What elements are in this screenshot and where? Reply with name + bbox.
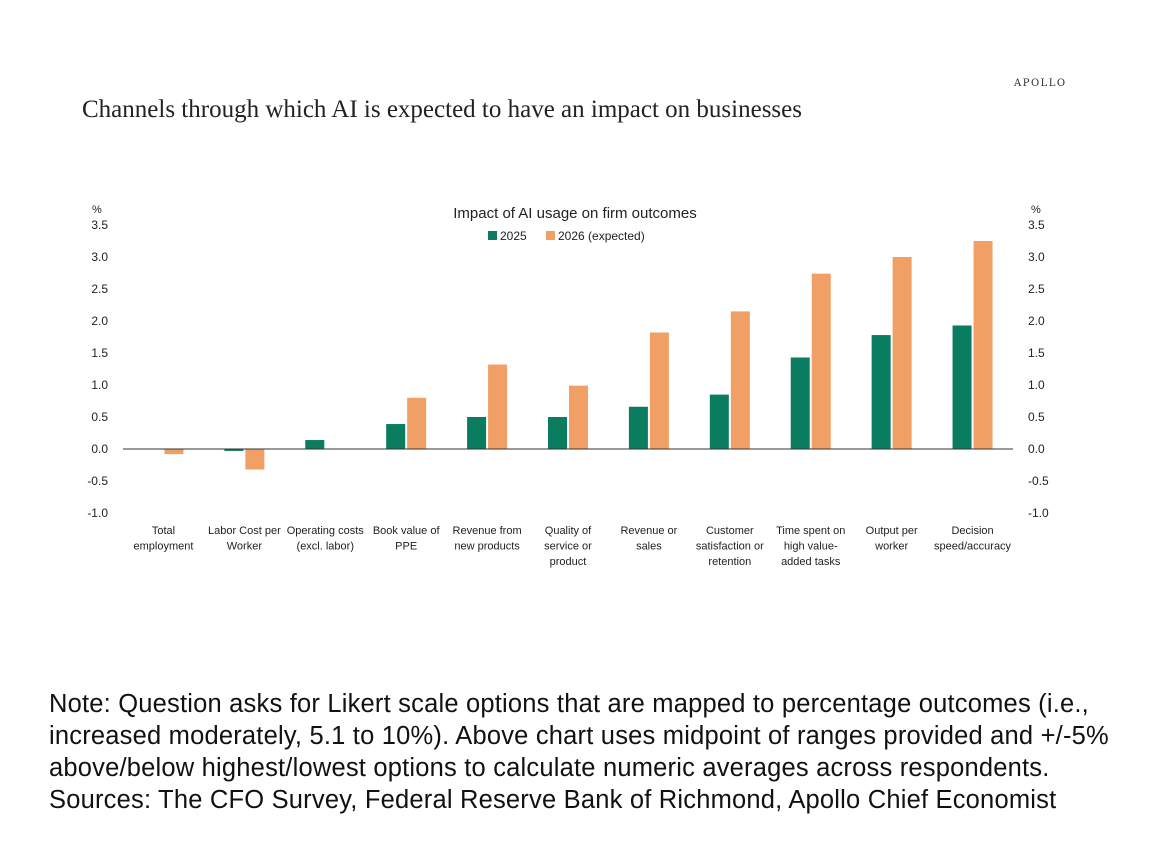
bar-2026-8 (811, 273, 831, 449)
y-tick-label-left: 1.0 (91, 378, 108, 392)
x-tick-label: Quality of service or product (544, 525, 592, 568)
x-tick-label: Operating costs (excl. labor) (287, 525, 365, 553)
x-tick-label: Decision speed/accuracy (934, 525, 1012, 553)
y-tick-label-left: 2.0 (91, 314, 108, 328)
chart-title: Impact of AI usage on firm outcomes (453, 205, 696, 222)
footnote: Note: Question asks for Likert scale opt… (49, 690, 1109, 814)
y-tick-label-left: -0.5 (87, 474, 108, 488)
legend-label-0: 2025 (500, 229, 527, 243)
bar-2026-6 (649, 332, 669, 449)
bar-2026-1 (245, 449, 265, 470)
x-tick-label: Labor Cost per Worker (208, 525, 281, 553)
y-tick-label-right: 1.5 (1028, 346, 1045, 360)
bars-group (164, 241, 993, 470)
y-tick-label-right: 1.0 (1028, 378, 1045, 392)
y-tick-label-right: 3.0 (1028, 250, 1045, 264)
bar-2026-7 (730, 311, 750, 449)
bar-chart: Impact of AI usage on firm outcomes % % … (87, 204, 1049, 568)
y-tick-label-left: 3.5 (91, 218, 108, 232)
bar-2025-10 (952, 325, 972, 449)
legend-swatch-1 (546, 231, 555, 240)
y-axis-unit-left: % (92, 204, 102, 216)
y-axis-left: -1.0 -0.5 0.0 0.5 1.0 1.5 2.0 2.5 3.0 3.5 (87, 218, 108, 520)
y-tick-label-right: 2.0 (1028, 314, 1045, 328)
bar-2026-9 (892, 257, 912, 449)
y-axis-unit-right: % (1031, 204, 1041, 216)
bar-2026-10 (973, 241, 993, 449)
x-tick-label: Output per worker (866, 525, 918, 553)
legend-label-1: 2026 (expected) (558, 229, 645, 243)
x-tick-label: Total employment (133, 525, 193, 553)
bar-2026-5 (569, 385, 588, 449)
y-tick-label-right: 0.5 (1028, 410, 1045, 424)
y-tick-label-right: 3.5 (1028, 218, 1045, 232)
y-tick-label-left: 0.0 (91, 442, 108, 456)
brand-logo: APOLLO (1014, 78, 1067, 89)
x-tick-label: Book value of PPE (373, 525, 441, 553)
bar-2025-3 (386, 424, 406, 449)
y-axis-right: -1.0 -0.5 0.0 0.5 1.0 1.5 2.0 2.5 3.0 3.5 (1028, 218, 1049, 520)
y-tick-label-right: -0.5 (1028, 474, 1049, 488)
x-axis-labels: Total employment Labor Cost per WorkerOpera… (133, 525, 1011, 568)
y-tick-label-left: 3.0 (91, 250, 108, 264)
x-tick-label: Customer satisfaction or retention (696, 525, 764, 568)
y-tick-label-left: -1.0 (87, 506, 108, 520)
bar-2025-7 (709, 394, 729, 449)
bar-2026-3 (407, 397, 427, 449)
bar-2025-6 (628, 406, 648, 449)
bar-2025-9 (871, 335, 891, 449)
y-tick-label-left: 1.5 (91, 346, 108, 360)
y-tick-label-right: -1.0 (1028, 506, 1049, 520)
bar-2025-4 (467, 417, 487, 449)
bar-2025-2 (305, 440, 325, 449)
legend-swatch-0 (488, 231, 497, 240)
y-tick-label-left: 2.5 (91, 282, 108, 296)
bar-2026-4 (488, 364, 508, 449)
x-tick-label: Revenue or sales (620, 525, 677, 553)
chart-legend: 2025 2026 (expected) (488, 229, 645, 243)
y-tick-label-right: 0.0 (1028, 442, 1045, 456)
page-title: Channels through which AI is expected to… (82, 96, 802, 123)
y-tick-label-right: 2.5 (1028, 282, 1045, 296)
y-tick-label-left: 0.5 (91, 410, 108, 424)
bar-2025-8 (790, 357, 810, 449)
bar-2026-0 (164, 449, 184, 455)
bar-2025-5 (548, 417, 567, 449)
bar-2025-1 (224, 449, 244, 451)
x-tick-label: Time spent on high value-added tasks (776, 525, 845, 568)
x-tick-label: Revenue from new products (453, 525, 522, 553)
